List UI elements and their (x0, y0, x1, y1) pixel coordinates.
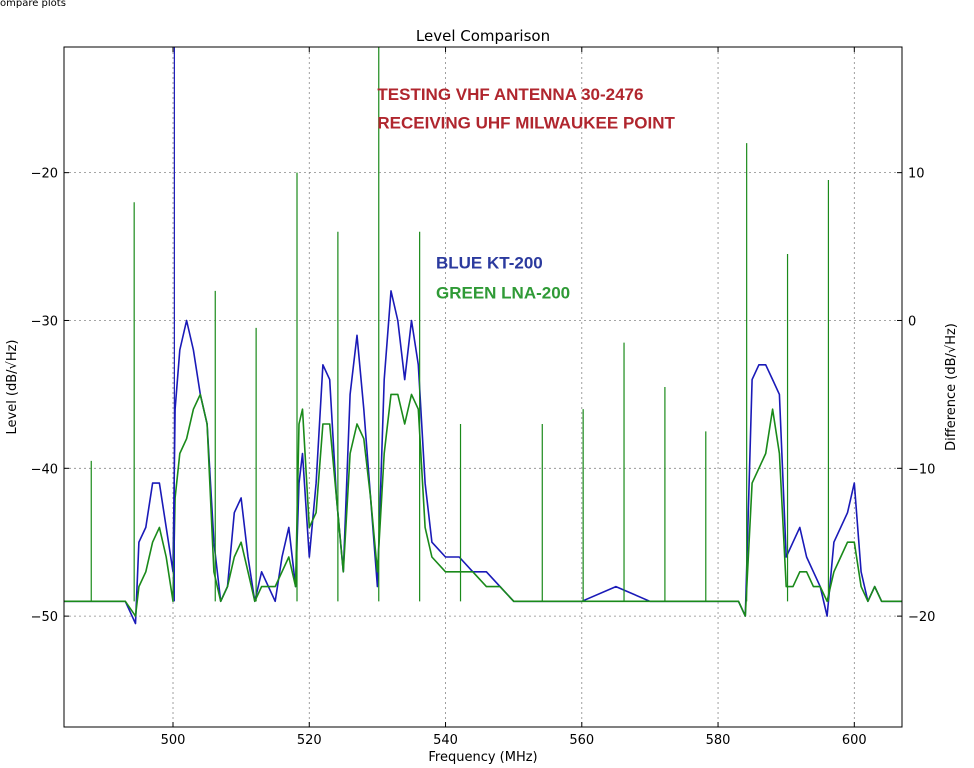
series-layer (64, 290, 902, 625)
x-tick-label: 580 (706, 733, 731, 748)
y-axis-label: Level (dB/√Hz) (5, 339, 20, 434)
x-tick-label: 520 (297, 733, 322, 748)
plot-frame (63, 46, 903, 728)
chart-title: Level Comparison (416, 27, 550, 45)
y2-tick-label: −20 (908, 610, 935, 625)
annotation-testing: TESTING VHF ANTENNA 30-2476 (377, 85, 643, 104)
y2-tick-label: 10 (908, 167, 925, 182)
y-tick-label: −20 (31, 167, 58, 182)
series-line-green (64, 393, 902, 617)
x-tick-label: 560 (569, 733, 594, 748)
annotations-layer: TESTING VHF ANTENNA 30-2476 RECEIVING UHF… (377, 85, 675, 302)
y-tick-label: −50 (31, 610, 58, 625)
ticks-layer: 500 520 540 560 580 600 −50 −40 −30 −20 −20 −10 0 10 (31, 47, 935, 748)
legend-green-lna200: GREEN LNA-200 (436, 283, 570, 302)
x-tick-label: 500 (161, 733, 186, 748)
plot-area (64, 47, 902, 727)
x-tick-label: 600 (842, 733, 867, 748)
legend-blue-kt200: BLUE KT-200 (436, 254, 543, 273)
window-title: ompare plots (0, 0, 66, 9)
y2-tick-label: 0 (908, 314, 916, 329)
y-tick-label: −40 (31, 462, 58, 477)
annotation-receiving: RECEIVING UHF MILWAUKEE POINT (377, 113, 675, 132)
y2-axis-label: Difference (dB/√Hz) (944, 323, 959, 451)
grid (64, 47, 902, 727)
spikes-layer (90, 47, 830, 602)
x-axis-label: Frequency (MHz) (428, 750, 537, 765)
y2-tick-label: −10 (908, 462, 935, 477)
y-tick-label: −30 (31, 314, 58, 329)
x-tick-label: 540 (433, 733, 458, 748)
